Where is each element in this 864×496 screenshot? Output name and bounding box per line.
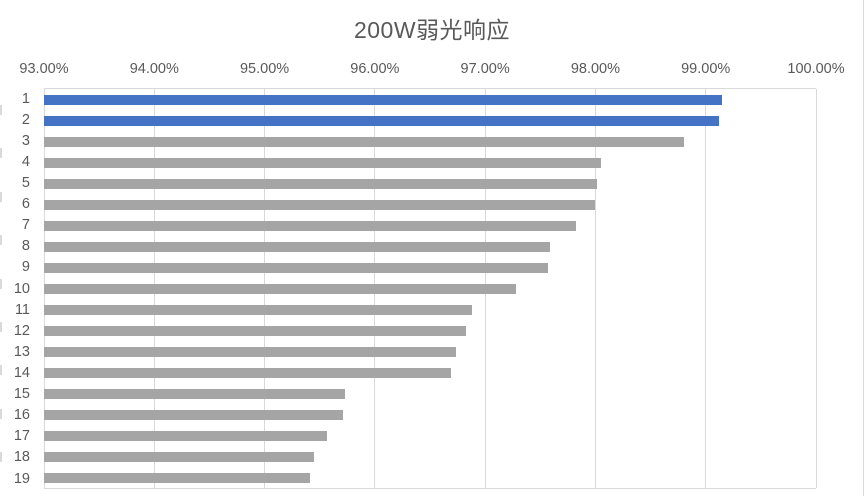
y-axis-label: 6 bbox=[21, 196, 30, 213]
sheet-row-gridline-tick bbox=[0, 322, 2, 332]
x-tick-label: 100.00% bbox=[787, 61, 845, 77]
bar-row bbox=[44, 215, 816, 236]
x-tick-label: 99.00% bbox=[681, 61, 731, 77]
y-axis-label: 4 bbox=[21, 153, 30, 170]
y-axis-label: 15 bbox=[13, 386, 30, 403]
x-tick-label: 93.00% bbox=[19, 61, 69, 77]
bar bbox=[44, 451, 315, 462]
bar-row bbox=[44, 446, 816, 467]
bar bbox=[44, 94, 723, 105]
y-axis-label: 7 bbox=[21, 217, 30, 234]
y-axis-label: 2 bbox=[21, 111, 30, 128]
bar bbox=[44, 199, 596, 210]
y-axis-label: 12 bbox=[13, 322, 30, 339]
bar bbox=[44, 430, 328, 441]
bar-row bbox=[44, 278, 816, 299]
y-axis-label: 1 bbox=[21, 90, 30, 107]
y-axis-label: 10 bbox=[13, 280, 30, 297]
sheet-row-gridline-tick bbox=[0, 452, 2, 463]
bar bbox=[44, 325, 467, 336]
x-tick-label: 95.00% bbox=[239, 61, 290, 77]
gridline bbox=[594, 89, 596, 488]
bar bbox=[44, 262, 548, 273]
bar bbox=[44, 367, 451, 378]
bar-row bbox=[44, 425, 816, 446]
bar bbox=[44, 304, 472, 315]
y-axis-label: 14 bbox=[13, 364, 30, 381]
bar-row bbox=[44, 152, 816, 173]
bar-row bbox=[44, 173, 816, 194]
bar-row bbox=[44, 110, 816, 131]
bar bbox=[44, 157, 601, 168]
bar bbox=[44, 409, 343, 420]
sheet-row-gridline-tick bbox=[0, 278, 2, 289]
bar bbox=[44, 220, 576, 231]
bar bbox=[44, 346, 457, 357]
bar bbox=[44, 241, 551, 252]
plot-area bbox=[43, 88, 817, 489]
gridline bbox=[815, 89, 817, 488]
bar-row bbox=[44, 194, 816, 215]
bar bbox=[44, 136, 684, 147]
y-axis: 1 2 3 4 5 6 7 8 9 10 11 12 13 14 15 16 17 18 19 bbox=[0, 88, 30, 489]
x-tick-label: 98.00% bbox=[570, 61, 621, 77]
sheet-row-gridline-tick bbox=[0, 191, 2, 202]
x-tick-label: 94.00% bbox=[129, 61, 179, 77]
bar-row bbox=[44, 299, 816, 320]
x-tick-label: 97.00% bbox=[460, 61, 510, 77]
bar-row bbox=[44, 131, 816, 152]
bar-row bbox=[44, 383, 816, 404]
y-axis-label: 9 bbox=[21, 259, 30, 276]
bar-row bbox=[44, 467, 816, 488]
y-axis-label: 18 bbox=[13, 449, 30, 466]
y-axis-label: 8 bbox=[21, 238, 30, 255]
chart-title: 200W弱光响应 bbox=[353, 17, 511, 43]
sheet-row-gridline-tick bbox=[0, 148, 2, 159]
bar-rows bbox=[44, 89, 816, 488]
y-axis-label: 3 bbox=[21, 132, 30, 149]
gridline bbox=[705, 89, 707, 488]
bar-row bbox=[44, 236, 816, 257]
x-tick-label: 96.00% bbox=[350, 61, 400, 77]
y-axis-label: 11 bbox=[14, 301, 30, 318]
y-axis-label: 5 bbox=[21, 174, 30, 191]
sheet-row-gridline-tick bbox=[0, 105, 2, 115]
bar-row bbox=[44, 341, 816, 362]
bar-row bbox=[44, 257, 816, 278]
y-axis-label: 16 bbox=[13, 407, 30, 424]
sheet-row-gridline-tick bbox=[0, 235, 2, 246]
y-axis-label: 13 bbox=[13, 343, 30, 360]
bar bbox=[44, 115, 719, 126]
bar bbox=[44, 178, 597, 189]
y-axis-label: 19 bbox=[13, 470, 30, 487]
x-axis: 93.00% 94.00% 95.00% 96.00% 97.00% 98.00% 99.0… bbox=[19, 61, 844, 79]
bar-row bbox=[44, 320, 816, 341]
sheet-row-gridline-tick bbox=[0, 408, 2, 419]
bar bbox=[44, 388, 346, 399]
bar bbox=[44, 283, 517, 294]
bar-row bbox=[44, 89, 816, 110]
y-axis-label: 17 bbox=[13, 428, 30, 445]
bar bbox=[44, 472, 310, 483]
bar-row bbox=[44, 404, 816, 425]
sheet-row-gridline-tick bbox=[0, 365, 2, 376]
bar-row bbox=[44, 362, 816, 383]
